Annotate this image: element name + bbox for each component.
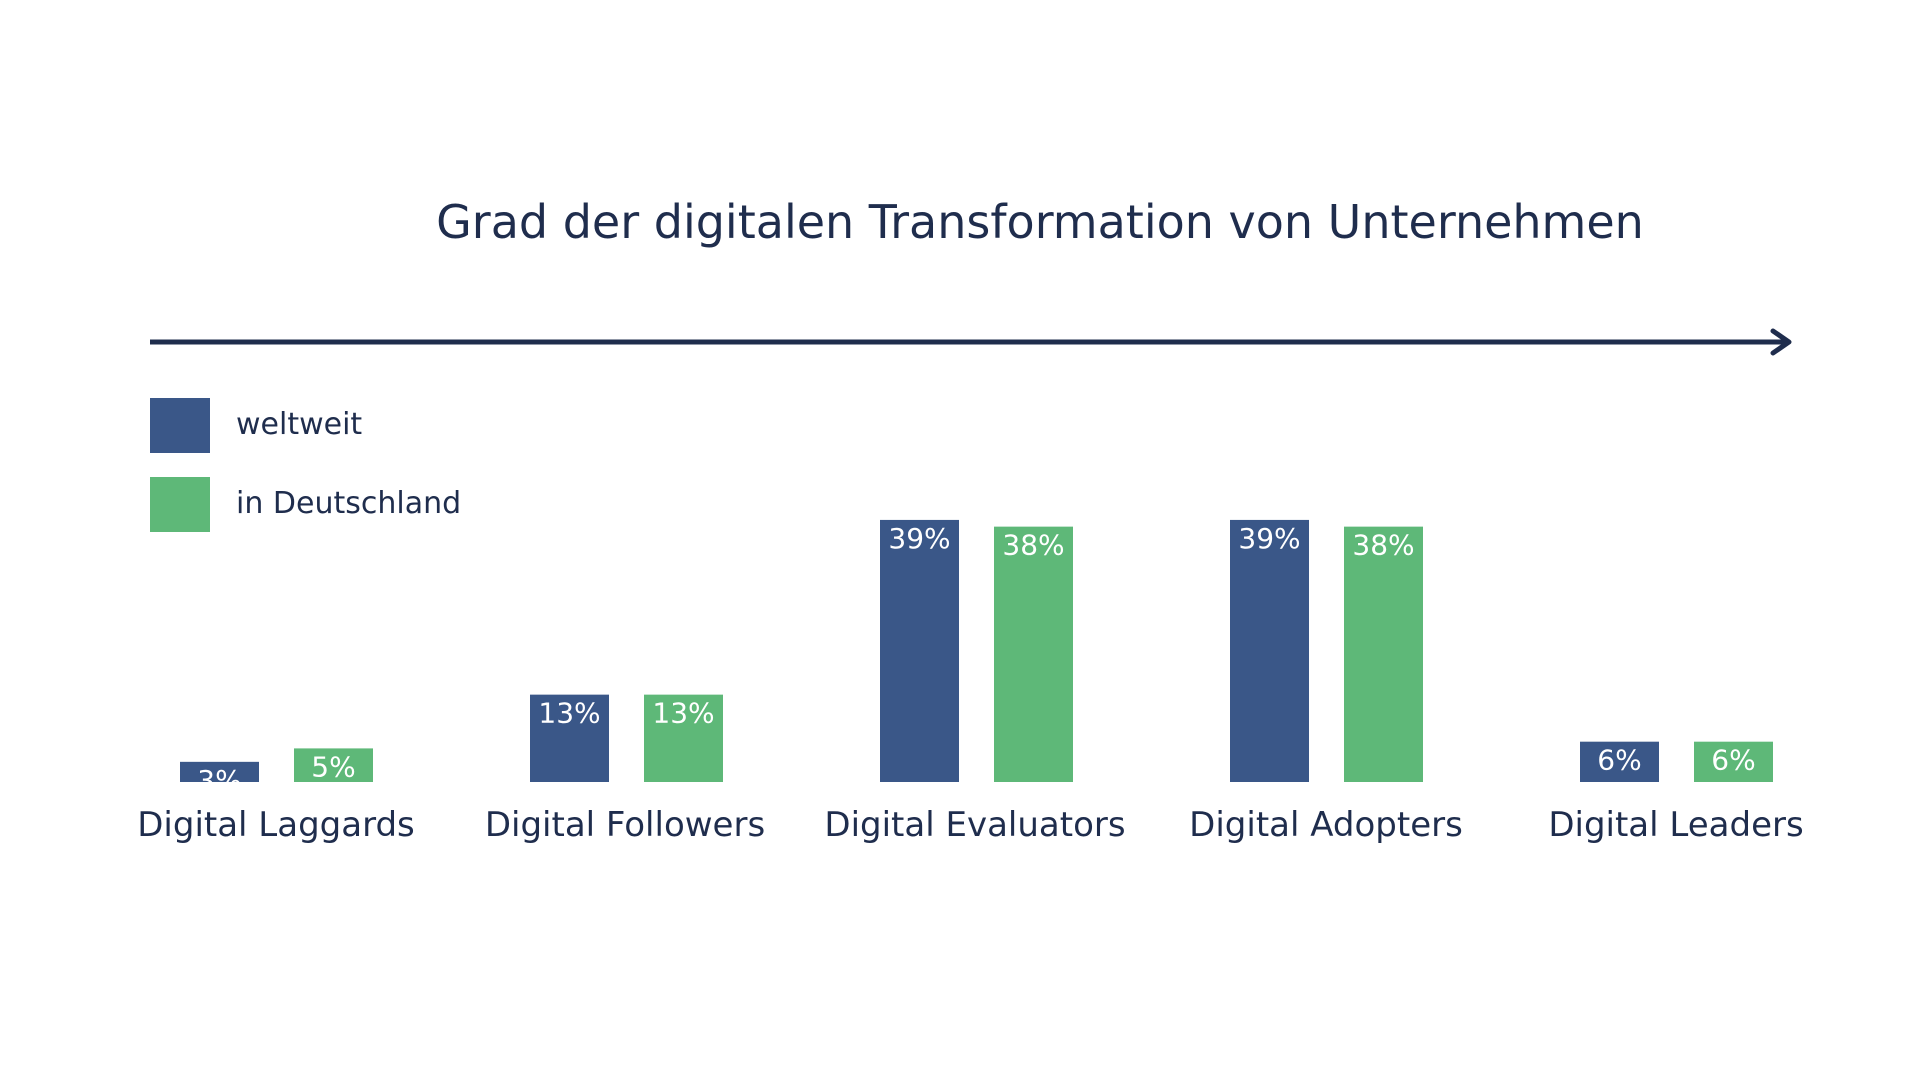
legend-swatch-in-deutschland xyxy=(150,477,210,532)
bar-value-labels: 3% 5% 13% 13% 39% 38% 39% 38% 6% 6% xyxy=(197,522,1755,797)
bar-digital-leaders-weltweit xyxy=(1580,741,1659,782)
category-label-leaders: Digital Leaders xyxy=(1548,805,1803,845)
chart-title: Grad der digitalen Transformation von Un… xyxy=(436,195,1644,249)
bar-value-label-digital-followers-in-deutschland: 13% xyxy=(652,697,714,730)
category-label-followers: Digital Followers xyxy=(485,805,765,845)
arrow-head xyxy=(1770,328,1792,356)
legend-label-weltweit: weltweit xyxy=(236,407,362,442)
legend-label-in-deutschland: in Deutschland xyxy=(236,486,461,521)
bars xyxy=(180,519,1773,782)
bar-value-label-digital-adopters-in-deutschland: 38% xyxy=(1352,529,1414,562)
bar-digital-leaders-in-deutschland xyxy=(1694,741,1773,782)
bar-value-label-digital-laggards-weltweit: 3% xyxy=(197,764,241,797)
bar-digital-evaluators-weltweit xyxy=(880,519,959,782)
bar-digital-followers-weltweit xyxy=(530,694,609,782)
bar-digital-laggards-weltweit xyxy=(180,761,259,782)
category-label-adopters: Digital Adopters xyxy=(1189,805,1463,845)
bar-digital-adopters-weltweit xyxy=(1230,519,1309,782)
transformation-arrow xyxy=(150,328,1792,356)
bar-value-label-digital-leaders-weltweit: 6% xyxy=(1597,744,1641,777)
legend-swatch-weltweit xyxy=(150,398,210,453)
bar-value-label-digital-evaluators-in-deutschland: 38% xyxy=(1002,529,1064,562)
bar-value-label-digital-evaluators-weltweit: 39% xyxy=(888,522,950,555)
category-label-laggards: Digital Laggards xyxy=(137,805,415,845)
bar-value-label-digital-laggards-in-deutschland: 5% xyxy=(311,750,355,783)
bar-digital-followers-in-deutschland xyxy=(644,694,723,782)
bar-value-label-digital-followers-weltweit: 13% xyxy=(538,697,600,730)
bar-value-label-digital-leaders-in-deutschland: 6% xyxy=(1711,744,1755,777)
legend: weltweit in Deutschland xyxy=(150,398,461,532)
category-label-evaluators: Digital Evaluators xyxy=(824,805,1125,845)
bar-value-label-digital-adopters-weltweit: 39% xyxy=(1238,522,1300,555)
bar-digital-laggards-in-deutschland xyxy=(294,748,373,782)
bar-digital-evaluators-in-deutschland xyxy=(994,526,1073,782)
category-labels: Digital Laggards Digital Followers Digit… xyxy=(137,805,1803,845)
bar-digital-adopters-in-deutschland xyxy=(1344,526,1423,782)
